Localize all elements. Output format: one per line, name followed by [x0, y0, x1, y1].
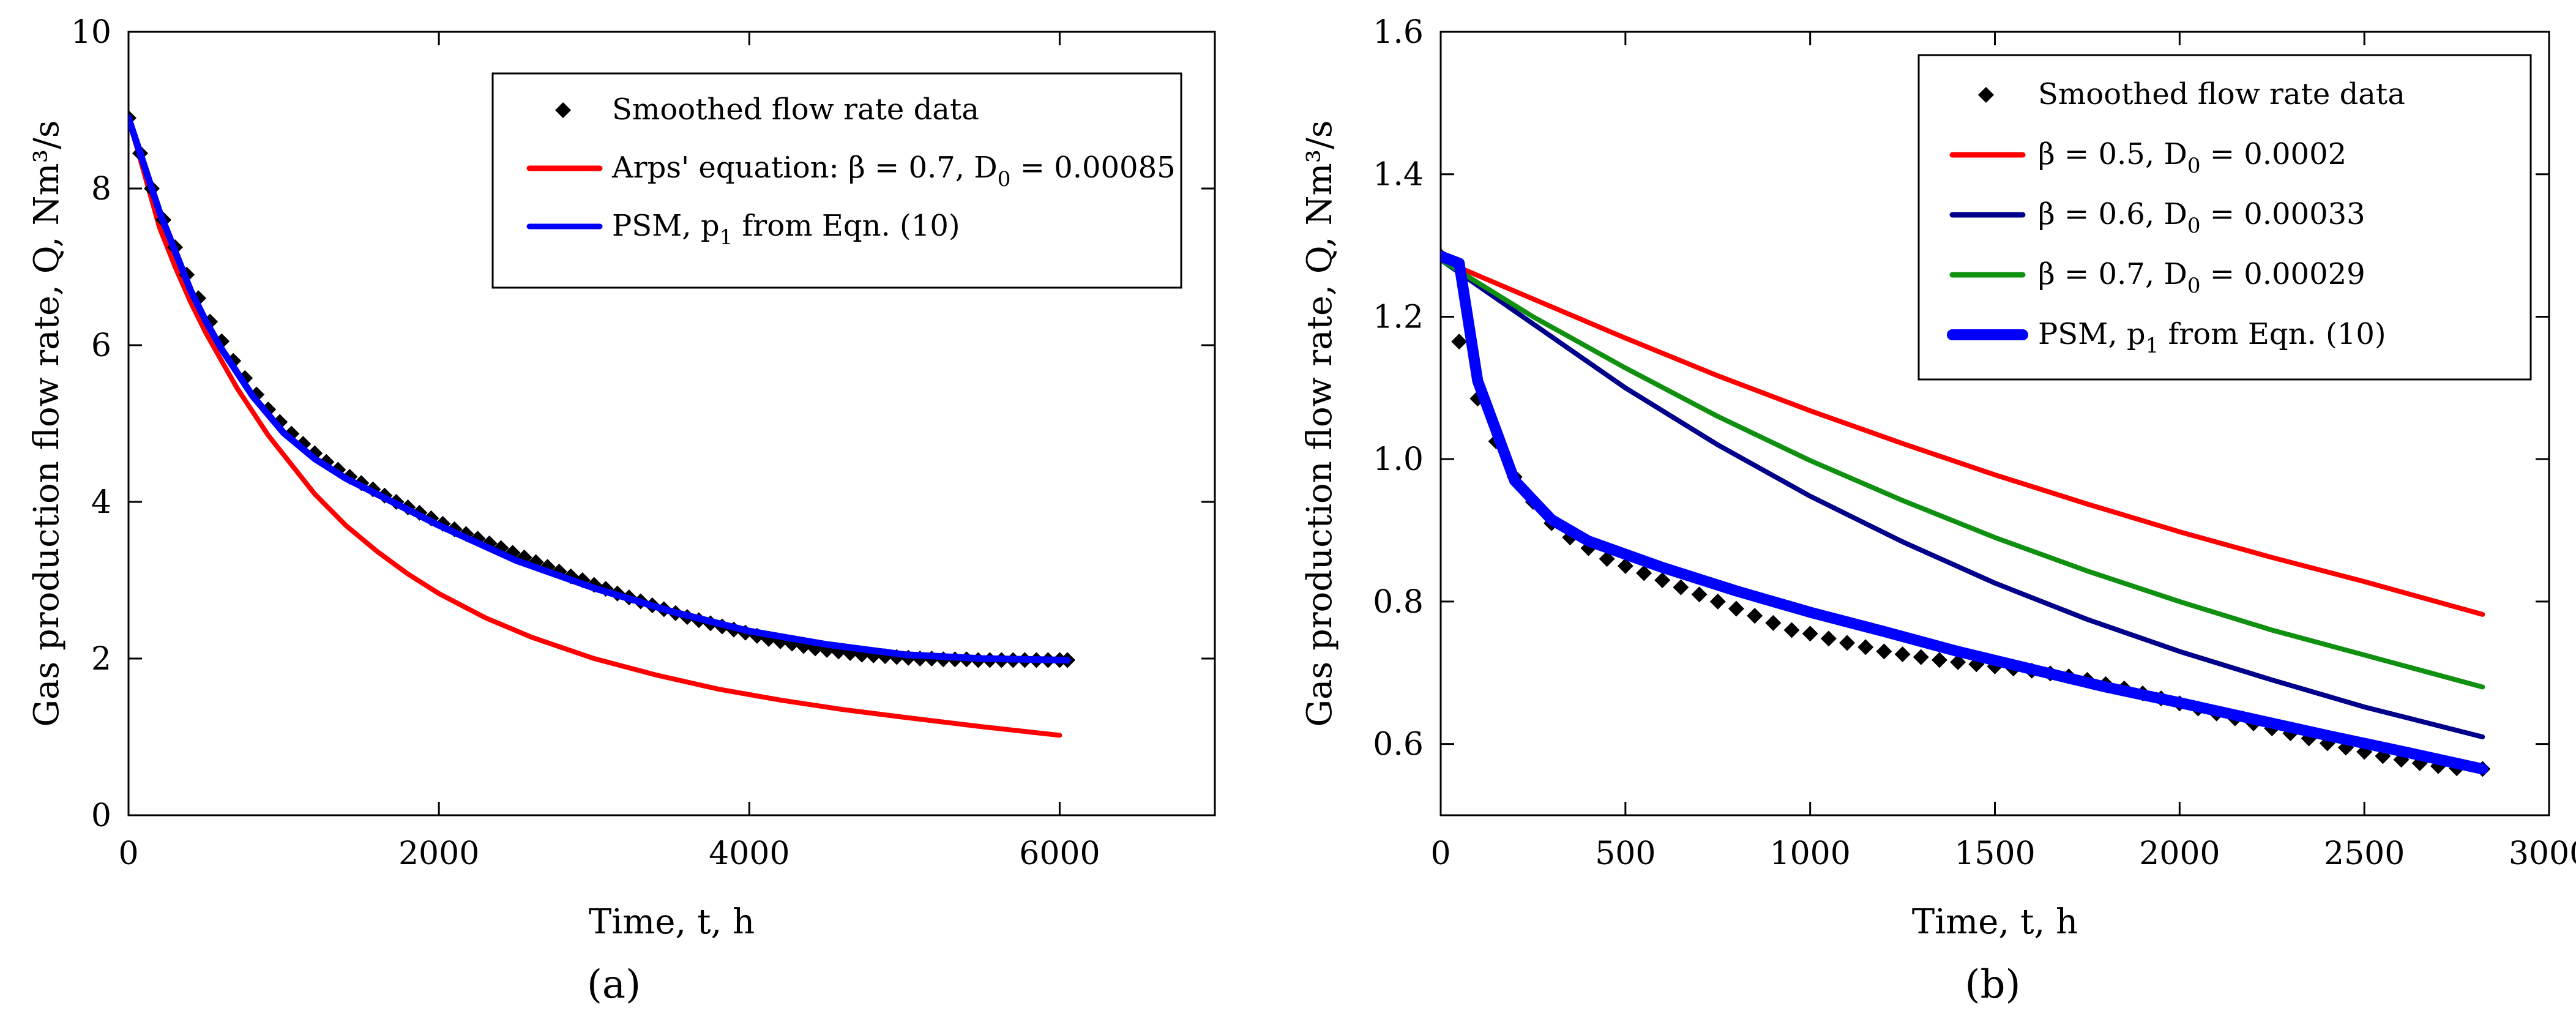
x-tick-label: 0 [118, 835, 138, 872]
x-tick-label: 0 [1430, 835, 1450, 872]
legend-subscript: 1 [2146, 334, 2159, 358]
y-tick-label: 0.8 [1373, 584, 1424, 621]
data-point [1636, 565, 1652, 581]
x-tick-label: 2000 [2139, 835, 2220, 872]
legend-subscript: 0 [2187, 214, 2201, 238]
legend-text-main: β = 0.7, D [2038, 257, 2187, 291]
legend-text-tail: from Eqn. (10) [2159, 317, 2386, 351]
data-point [1857, 639, 1874, 655]
legend-subscript: 1 [720, 225, 733, 250]
data-point [1950, 654, 1966, 670]
plot-area [129, 110, 1076, 738]
series-line [1441, 257, 2485, 739]
series-line [129, 114, 1071, 664]
y-tick-label: 4 [91, 484, 111, 521]
y-tick-label: 0 [91, 797, 111, 834]
legend-entry: β = 0.5, D0 = 0.0002 [2038, 137, 2346, 178]
chart-b: 0500100015002000250030000.60.81.01.21.41… [1300, 14, 2576, 1007]
legend-entry: PSM, p1 from Eqn. (10) [2038, 317, 2386, 358]
legend-entry: β = 0.7, D0 = 0.00029 [2038, 257, 2365, 298]
y-tick-label: 0.6 [1373, 726, 1424, 763]
x-axis-label: Time, t, h [589, 902, 755, 942]
data-point [1673, 579, 1689, 596]
legend-text-tail: from Eqn. (10) [733, 209, 960, 243]
legend: Smoothed flow rate data Arps' equation: β… [491, 72, 1182, 289]
data-point [1802, 626, 1818, 642]
legend-entry: Arps' equation: β = 0.7, D0 = 0.00085 [611, 151, 1176, 192]
data-point [1654, 572, 1671, 588]
legend-subscript: 0 [998, 167, 1011, 192]
y-axis-label: Gas production flow rate, Q, Nm³/s [1300, 120, 1340, 726]
x-tick-label: 6000 [1019, 835, 1100, 872]
series-line [1441, 250, 2488, 775]
y-tick-label: 2 [91, 641, 111, 678]
legend-text-tail: = 0.00029 [2200, 257, 2365, 291]
legend-box [491, 72, 1182, 289]
legend-text-main: β = 0.5, D [2038, 137, 2187, 171]
plot-area [1441, 248, 2491, 777]
data-point [1894, 646, 1911, 663]
y-tick-label: 6 [91, 327, 111, 364]
x-tick-label: 500 [1595, 835, 1656, 872]
legend-text-tail: = 0.0002 [2200, 137, 2346, 171]
legend-entry: β = 0.6, D0 = 0.00033 [2038, 197, 2365, 238]
legend-text-tail: = 0.00033 [2200, 197, 2365, 231]
y-axis-label: Gas production flow rate, Q, Nm³/s [27, 120, 67, 726]
legend-marker [1978, 87, 1994, 103]
data-point [1747, 608, 1763, 624]
y-tick-label: 1.2 [1373, 299, 1424, 335]
legend-text-main: Arps' equation: β = 0.7, D [611, 151, 998, 185]
x-tick-label: 2500 [2324, 835, 2405, 872]
data-point [1876, 643, 1892, 660]
data-point [1451, 334, 1468, 350]
legend-entry: Smoothed flow rate data [2038, 77, 2405, 111]
data-point [1691, 586, 1708, 603]
data-point [1765, 614, 1782, 631]
legend-text-main: PSM, p [2038, 317, 2146, 351]
x-tick-label: 2000 [398, 835, 479, 872]
legend-marker [555, 102, 571, 118]
legend-entry: PSM, p1 from Eqn. (10) [612, 209, 960, 250]
data-point [1913, 649, 1929, 665]
series-line [1441, 257, 2485, 617]
y-tick-label: 8 [91, 171, 111, 207]
x-tick-label: 1000 [1769, 835, 1850, 872]
data-point [1709, 593, 1726, 610]
data-point [1783, 622, 1800, 638]
series-line [129, 115, 1062, 738]
x-tick-label: 4000 [709, 835, 790, 872]
legend-text-main: PSM, p [612, 209, 720, 243]
y-tick-label: 1.6 [1373, 14, 1424, 51]
data-point [1820, 630, 1837, 647]
plot-frame [127, 31, 1216, 816]
legend-entry: Smoothed flow rate data [612, 92, 979, 127]
data-point [1839, 635, 1856, 651]
data-point [1931, 652, 1947, 668]
legend-subscript: 0 [2187, 154, 2201, 178]
y-tick-label: 10 [71, 14, 111, 51]
legend-text-tail: = 0.00085 [1010, 151, 1175, 185]
series-line [1441, 257, 2485, 690]
legend-text-main: β = 0.6, D [2038, 197, 2187, 231]
data-point [1617, 558, 1633, 574]
x-tick-label: 1500 [1954, 835, 2035, 872]
legend-subscript: 0 [2187, 274, 2201, 298]
panel-label: (a) [587, 962, 641, 1007]
data-point [1728, 600, 1744, 617]
x-axis-label: Time, t, h [1912, 902, 2078, 942]
panel-label: (b) [1965, 962, 2021, 1007]
y-tick-label: 1.0 [1373, 441, 1424, 478]
y-tick-label: 1.4 [1373, 157, 1424, 193]
